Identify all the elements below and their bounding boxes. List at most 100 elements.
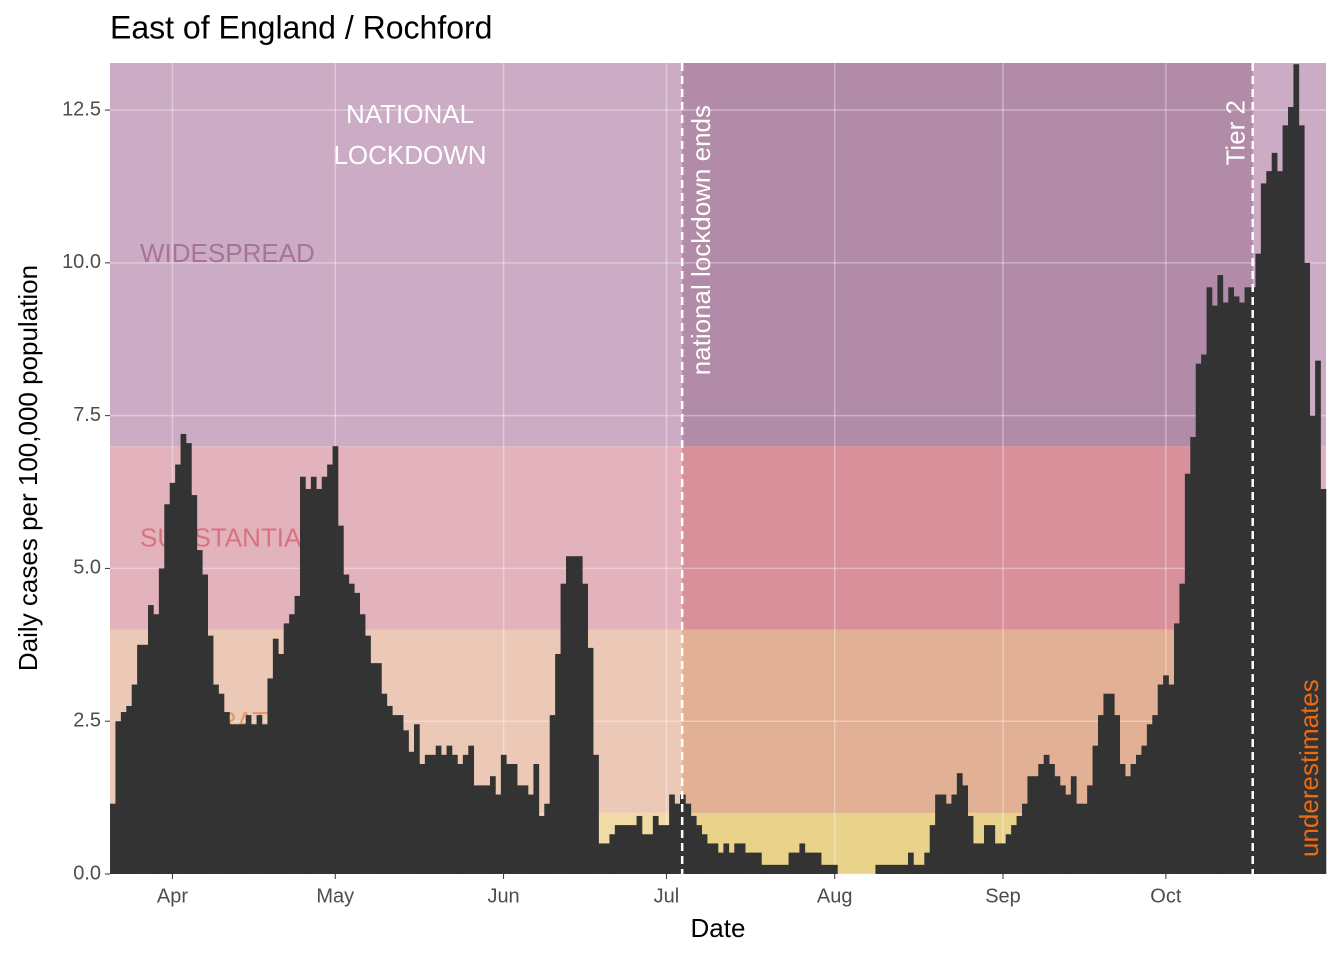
bar	[1190, 437, 1197, 874]
bar	[669, 794, 675, 874]
bar	[783, 864, 789, 874]
bar	[745, 852, 751, 874]
bar	[707, 843, 713, 874]
bar	[1260, 183, 1267, 874]
bar	[1043, 754, 1050, 874]
x-tick-label: Sep	[985, 885, 1021, 907]
bar	[620, 825, 627, 874]
bar	[951, 794, 958, 874]
band-shaded	[682, 63, 1253, 447]
bar	[218, 693, 225, 874]
bar	[593, 754, 599, 874]
bar	[300, 476, 306, 874]
bar	[479, 785, 485, 874]
bar	[316, 488, 323, 874]
bar	[1233, 296, 1240, 874]
bar	[582, 583, 589, 874]
bar	[484, 785, 491, 874]
y-tick-label: 2.5	[73, 709, 101, 731]
bar	[1146, 724, 1153, 874]
bar	[1195, 363, 1202, 874]
bar	[777, 864, 784, 874]
bar	[153, 614, 160, 874]
bar	[647, 834, 654, 874]
bar	[728, 852, 735, 874]
bar	[538, 815, 545, 874]
bar	[712, 843, 719, 874]
bar	[164, 504, 171, 874]
bar	[506, 763, 513, 874]
bar	[1157, 684, 1164, 874]
bar	[604, 843, 610, 874]
bar	[625, 825, 632, 874]
bar	[1271, 152, 1278, 875]
bar	[381, 693, 388, 874]
bar	[327, 464, 333, 874]
bar	[794, 852, 800, 874]
bar	[674, 803, 681, 874]
bar	[1011, 825, 1017, 874]
bar	[614, 825, 621, 874]
bar	[169, 482, 176, 874]
bar	[1288, 107, 1294, 875]
bar	[1298, 125, 1305, 875]
bar	[1065, 794, 1072, 874]
bar	[332, 446, 339, 874]
x-tick-label: Aug	[817, 885, 853, 907]
bar	[690, 815, 697, 874]
bar	[1038, 763, 1045, 874]
bar	[772, 864, 779, 874]
bar	[1168, 684, 1175, 874]
bar	[202, 574, 209, 874]
bar	[891, 864, 898, 874]
band-shaded	[682, 446, 1253, 630]
bar	[929, 825, 936, 874]
bar	[826, 864, 833, 874]
x-tick-label: May	[316, 885, 354, 907]
bar	[424, 754, 431, 874]
bar	[1179, 583, 1186, 874]
bar	[262, 724, 268, 874]
bar	[365, 635, 371, 874]
bar	[788, 852, 795, 874]
bar	[799, 843, 806, 874]
bar	[392, 715, 399, 874]
bar	[1266, 171, 1273, 874]
bar	[500, 754, 507, 874]
bar	[1054, 776, 1061, 874]
bar	[224, 712, 230, 874]
bar	[598, 843, 605, 874]
bar	[267, 678, 274, 874]
bar	[1087, 785, 1093, 874]
bar	[832, 864, 838, 874]
bar	[821, 864, 827, 874]
bar	[120, 712, 127, 874]
bar	[321, 476, 328, 874]
bar	[495, 794, 502, 874]
bar	[978, 843, 985, 874]
bar	[571, 556, 578, 874]
bar	[994, 843, 1001, 874]
bar	[310, 476, 317, 874]
y-axis-label: Daily cases per 100,000 population	[13, 265, 43, 671]
bar	[1076, 803, 1083, 874]
bar	[1119, 763, 1126, 874]
bar	[517, 785, 523, 874]
bar	[1163, 675, 1169, 874]
bar	[386, 705, 393, 874]
bar	[886, 864, 893, 874]
bar	[1250, 287, 1256, 874]
x-tick-label: Jul	[654, 885, 680, 907]
bar	[1320, 488, 1327, 874]
bar	[1277, 171, 1283, 874]
bar	[191, 495, 198, 874]
bar	[272, 638, 279, 874]
bar	[696, 825, 703, 874]
bar	[804, 852, 811, 874]
bar	[587, 647, 594, 874]
bar	[946, 803, 952, 874]
bar	[913, 864, 920, 874]
bar	[490, 776, 496, 874]
y-tick-label: 0.0	[73, 862, 101, 884]
